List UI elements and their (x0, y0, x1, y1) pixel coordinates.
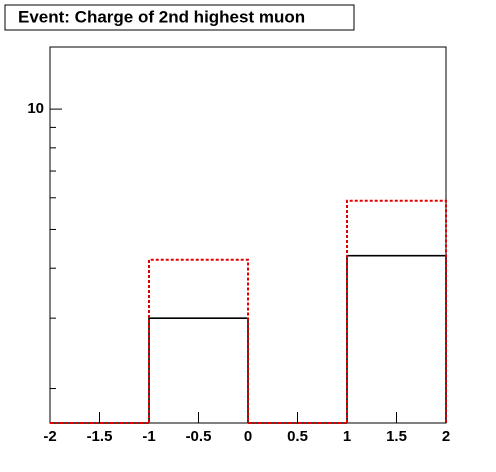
title-box (4, 4, 355, 31)
x-tick-label: 2 (442, 428, 450, 445)
histogram-bin (148, 317, 249, 423)
chart-title: Event: Charge of 2nd highest muon (18, 7, 305, 26)
histogram-bin (346, 254, 447, 423)
x-tick-label: -2 (43, 428, 56, 445)
histogram-bin (346, 199, 447, 423)
x-tick-label: 0.5 (287, 428, 308, 445)
x-tick-label: 1.5 (386, 428, 407, 445)
histogram-bin (148, 258, 249, 423)
x-tick-label: -1 (142, 428, 155, 445)
x-tick-label: 1 (343, 428, 351, 445)
x-tick-label: -1.5 (87, 428, 113, 445)
y-tick-label: 10 (27, 100, 44, 117)
x-tick-label: 0 (244, 428, 252, 445)
x-tick-label: -0.5 (186, 428, 212, 445)
